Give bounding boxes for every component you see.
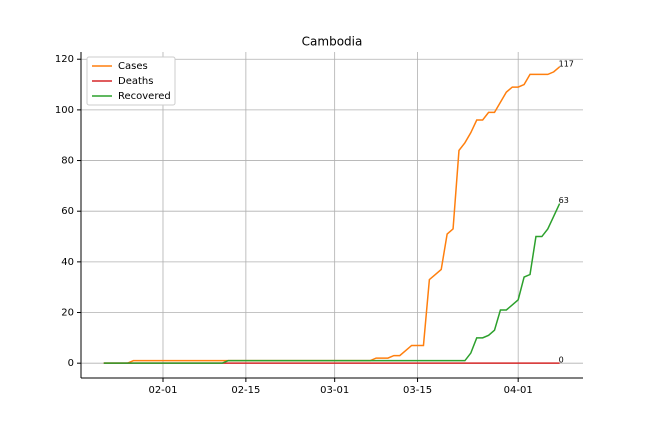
x-tick-label: 03-01: [320, 385, 349, 396]
y-tick-label: 100: [55, 105, 74, 116]
y-tick-label: 120: [55, 54, 74, 65]
y-tick-label: 60: [61, 206, 74, 217]
x-tick-label: 03-15: [403, 385, 432, 396]
x-tick-label: 02-15: [231, 385, 260, 396]
legend-label: Cases: [118, 61, 148, 72]
legend-label: Deaths: [118, 76, 153, 87]
end-label: 0: [559, 356, 564, 365]
y-tick-label: 40: [61, 257, 74, 268]
end-label: 117: [559, 59, 574, 68]
series-line: [103, 66, 561, 364]
y-tick-label: 20: [61, 308, 74, 319]
x-tick-label: 04-01: [504, 385, 533, 396]
legend-box: [86, 56, 176, 106]
x-tick-label: 02-01: [148, 385, 177, 396]
y-tick-label: 0: [68, 358, 74, 369]
end-label: 63: [559, 196, 569, 205]
series-line: [103, 203, 561, 364]
legend-label: Recovered: [118, 91, 171, 102]
chart-title: Cambodia: [302, 35, 363, 49]
y-tick-label: 80: [61, 156, 74, 167]
